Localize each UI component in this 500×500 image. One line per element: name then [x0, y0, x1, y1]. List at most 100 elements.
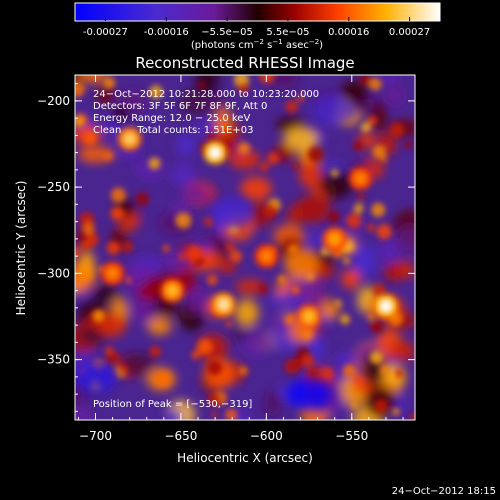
heatmap-cell [181, 185, 210, 202]
heatmap-speck [343, 257, 351, 265]
heatmap-speck [92, 309, 105, 323]
heatmap-speck [125, 277, 132, 284]
heatmap-speck [207, 274, 218, 286]
heatmap-speck [350, 402, 358, 409]
heatmap-speck [179, 253, 186, 260]
heatmap-speck [103, 77, 116, 89]
heatmap-cell [75, 406, 94, 420]
heatmap-speck [409, 412, 415, 420]
heatmap-speck [321, 367, 334, 379]
heatmap-speck [367, 223, 375, 232]
heatmap-speck [237, 82, 249, 94]
heatmap-speck [360, 122, 371, 133]
heatmap-speck [380, 365, 390, 375]
heatmap-speck [175, 212, 192, 229]
heatmap-cell [96, 312, 127, 338]
x-tick-label: −650 [164, 429, 197, 443]
heatmap-speck [80, 240, 91, 251]
dark-source [210, 197, 255, 229]
heatmap-speck [267, 152, 280, 165]
heatmap-speck [259, 162, 270, 172]
heatmap-speck [197, 338, 214, 355]
heatmap-speck [122, 241, 134, 253]
heatmap-cell [93, 285, 119, 302]
heatmap-speck [230, 250, 242, 263]
heatmap-cell [96, 86, 115, 105]
heatmap-cell [131, 291, 157, 324]
heatmap-speck [258, 284, 269, 294]
colorbar-tick-label: 5.5e−05 [266, 27, 309, 38]
heatmap-speck [211, 411, 218, 419]
heatmap-cell [160, 300, 177, 317]
heatmap-speck [369, 350, 384, 365]
heatmap-speck [149, 345, 162, 358]
heatmap-speck [285, 100, 299, 113]
heatmap-cell [164, 408, 183, 420]
info-block: 24−Oct−2012 10:21:28.000 to 10:23:20.000… [93, 89, 319, 136]
colorbar-units: (photons cm−2 s−1 asec−2) [191, 38, 323, 51]
heatmap-speck [149, 85, 163, 99]
y-tick-label: −350 [37, 353, 70, 367]
heatmap-speck [237, 142, 251, 155]
bright-source [105, 266, 120, 281]
heatmap-speck [391, 407, 400, 416]
heatmap-cell [195, 75, 220, 94]
heatmap-speck [395, 369, 404, 378]
heatmap-cell [319, 170, 354, 199]
heatmap-cell [214, 104, 232, 135]
heatmap-cell [306, 335, 325, 361]
heatmap-cell [197, 237, 216, 254]
heatmap-cell [176, 133, 196, 157]
heatmap-speck [148, 157, 161, 170]
heatmap-speck [263, 203, 278, 218]
x-axis: −700 −650 −600 −550 [77, 75, 404, 443]
heatmap-cell [229, 149, 261, 170]
colorbar-tick-label: −5.5e−05 [201, 27, 253, 38]
footer-timestamp: 24−Oct−2012 18:15 [392, 486, 496, 497]
colorbar-tick-label: -0.00027 [83, 27, 128, 38]
heatmap-cell [388, 341, 415, 362]
heatmap-speck [284, 358, 300, 375]
bright-source [259, 249, 274, 264]
heatmap-cell [284, 248, 319, 280]
heatmap-speck [110, 187, 126, 203]
heatmap-cell [203, 92, 227, 113]
x-axis-label: Heliocentric X (arcsec) [177, 451, 313, 465]
heatmap-speck [288, 244, 298, 254]
heatmap-cell [353, 244, 377, 277]
heatmap-speck [353, 375, 363, 384]
heatmap-speck [369, 77, 382, 91]
heatmap-cell [379, 238, 400, 263]
heatmap-speck [105, 346, 114, 355]
heatmap-cell [112, 105, 130, 125]
heatmap-cell [264, 389, 282, 417]
heatmap-speck [104, 350, 120, 366]
heatmap-speck [353, 203, 364, 214]
dark-source [312, 93, 357, 126]
heatmap-speck [207, 360, 222, 376]
heatmap-speck [359, 75, 372, 87]
plot-frame [74, 74, 416, 421]
info-line-counts: Clean Total counts: 1.51E+03 [93, 125, 253, 136]
heatmap-speck [110, 206, 125, 220]
heatmap-cell [78, 146, 114, 163]
heatmap-speck [75, 115, 85, 128]
colorbar-tick-label: 0.00027 [389, 27, 430, 38]
heatmap-speck [81, 270, 90, 279]
heatmap-speck [83, 131, 97, 145]
heatmap-cell [298, 158, 322, 189]
heatmap-speck [373, 283, 386, 297]
heatmap-speck [372, 144, 387, 159]
heatmap-speck [225, 408, 238, 420]
heatmap-cell [147, 316, 172, 336]
heatmap-speck [85, 220, 92, 227]
heatmap-cell [240, 329, 273, 356]
heatmap-speck [277, 275, 286, 284]
bright-source [165, 283, 180, 298]
heatmap-cell [320, 300, 340, 320]
heatmap-speck [259, 75, 275, 84]
heatmap-speck [356, 193, 365, 201]
heatmap-cell [341, 269, 361, 290]
heatmap-speck [284, 315, 294, 325]
